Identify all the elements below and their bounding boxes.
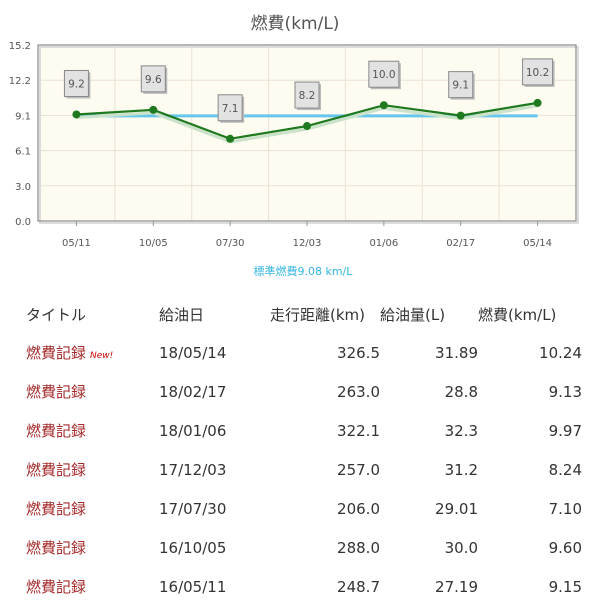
data-label-box (448, 71, 474, 99)
data-point (303, 122, 311, 131)
distance-value: 257.0 (337, 460, 380, 479)
y-tick-label: 3.0 (15, 182, 31, 193)
efficiency-value: 9.97 (548, 421, 582, 440)
table-row: 燃費記録 17/12/03 257.0 31.2 8.24 (18, 450, 586, 489)
record-link[interactable]: 燃費記録 (26, 578, 87, 596)
standard-efficiency-label: 標準燃費9.08 km/L (254, 264, 354, 278)
distance-value: 206.0 (337, 499, 380, 518)
data-label-box (140, 65, 166, 93)
data-point (72, 110, 81, 119)
data-label: 10.0 (372, 69, 395, 81)
table-row: 燃費記録 New! 18/05/14 326.5 31.89 10.24 (18, 333, 586, 372)
data-point (226, 134, 235, 143)
efficiency-value: 8.24 (548, 460, 582, 479)
y-tick-label: 12.2 (9, 76, 31, 87)
record-link[interactable]: 燃費記録 (26, 344, 87, 362)
distance-value: 248.7 (337, 577, 380, 596)
fuel-value: 30.0 (444, 538, 478, 557)
data-point (533, 98, 542, 107)
x-tick-label: 12/03 (293, 238, 322, 249)
data-label-box (217, 94, 243, 122)
plot-area (38, 45, 576, 221)
x-tick-label: 05/14 (523, 238, 552, 249)
record-link[interactable]: 燃費記録 (26, 461, 87, 479)
table-row: 燃費記録 16/05/11 248.7 27.19 9.15 (18, 567, 586, 606)
distance-value: 288.0 (337, 538, 380, 557)
data-label: 9.6 (145, 74, 162, 86)
fuel-efficiency-chart: 燃費(km/L) 0.0 3.0 6.1 9.1 12.2 15.2 05/11 10/05 0… (9, 14, 579, 278)
refuel-date: 16/10/05 (159, 538, 227, 557)
table-header-row: タイトル 給油日 走行距離(km) 給油量(L) 燃費(km/L) (18, 295, 586, 333)
data-label: 9.1 (452, 80, 469, 92)
record-link[interactable]: 燃費記録 (26, 539, 87, 557)
y-tick-label: 0.0 (15, 217, 31, 228)
y-tick-label: 6.1 (15, 147, 31, 158)
column-header-fuel: 給油量(L) (380, 305, 446, 324)
data-label-box (63, 69, 89, 97)
table-row: 燃費記録 18/02/17 263.0 28.8 9.13 (18, 372, 586, 411)
distance-value: 263.0 (337, 382, 380, 401)
efficiency-value: 9.13 (548, 382, 582, 401)
y-tick-label: 15.2 (9, 41, 31, 52)
x-tick-label: 10/05 (139, 238, 168, 249)
refuel-date: 18/02/17 (159, 382, 227, 401)
x-tick-label: 07/30 (216, 238, 245, 249)
table-row: 燃費記録 18/01/06 322.1 32.3 9.97 (18, 411, 586, 450)
refuel-date: 17/07/30 (159, 499, 227, 518)
x-tick-label: 05/11 (62, 238, 91, 249)
table-row: 燃費記録 16/10/05 288.0 30.0 9.60 (18, 528, 586, 567)
efficiency-value: 9.60 (548, 538, 582, 557)
fuel-value: 28.8 (444, 382, 478, 401)
refuel-date: 18/05/14 (159, 343, 227, 362)
column-header-date: 給油日 (159, 305, 205, 324)
fuel-value: 32.3 (444, 421, 478, 440)
data-point (456, 111, 465, 120)
record-link[interactable]: 燃費記録 (26, 422, 87, 440)
data-label-box (522, 58, 554, 86)
x-tick-label: 02/17 (446, 238, 475, 249)
data-label: 9.2 (68, 78, 85, 90)
data-label: 8.2 (299, 90, 316, 102)
fuel-records-table: タイトル 給油日 走行距離(km) 給油量(L) 燃費(km/L) 燃費記録 Ne… (18, 295, 586, 606)
refuel-date: 17/12/03 (159, 460, 227, 479)
plot-shadow (39, 46, 579, 224)
fuel-value: 31.2 (444, 460, 478, 479)
data-point (379, 101, 388, 110)
y-tick-label: 9.1 (15, 111, 31, 122)
table-row: 燃費記録 17/07/30 206.0 29.01 7.10 (18, 489, 586, 528)
efficiency-value: 9.15 (548, 577, 582, 596)
new-badge: New! (90, 351, 114, 361)
data-label-box (368, 60, 400, 88)
fuel-value: 29.01 (435, 499, 478, 518)
fuel-value: 31.89 (435, 343, 478, 362)
chart-title: 燃費(km/L) (251, 14, 340, 34)
x-tick-label: 01/06 (369, 238, 398, 249)
distance-value: 326.5 (337, 343, 380, 362)
column-header-efficiency: 燃費(km/L) (478, 305, 557, 324)
data-label: 7.1 (222, 103, 239, 115)
distance-value: 322.1 (337, 421, 380, 440)
column-header-distance: 走行距離(km) (270, 305, 366, 324)
data-point (149, 105, 158, 114)
data-label-box (294, 81, 320, 109)
record-link[interactable]: 燃費記録 (26, 383, 87, 401)
data-label: 10.2 (526, 67, 549, 79)
refuel-date: 18/01/06 (159, 421, 227, 440)
column-header-title: タイトル (26, 305, 87, 324)
fuel-value: 27.19 (435, 577, 478, 596)
efficiency-value: 7.10 (548, 499, 582, 518)
record-link[interactable]: 燃費記録 (26, 500, 87, 518)
refuel-date: 16/05/11 (159, 577, 227, 596)
efficiency-value: 10.24 (539, 343, 582, 362)
